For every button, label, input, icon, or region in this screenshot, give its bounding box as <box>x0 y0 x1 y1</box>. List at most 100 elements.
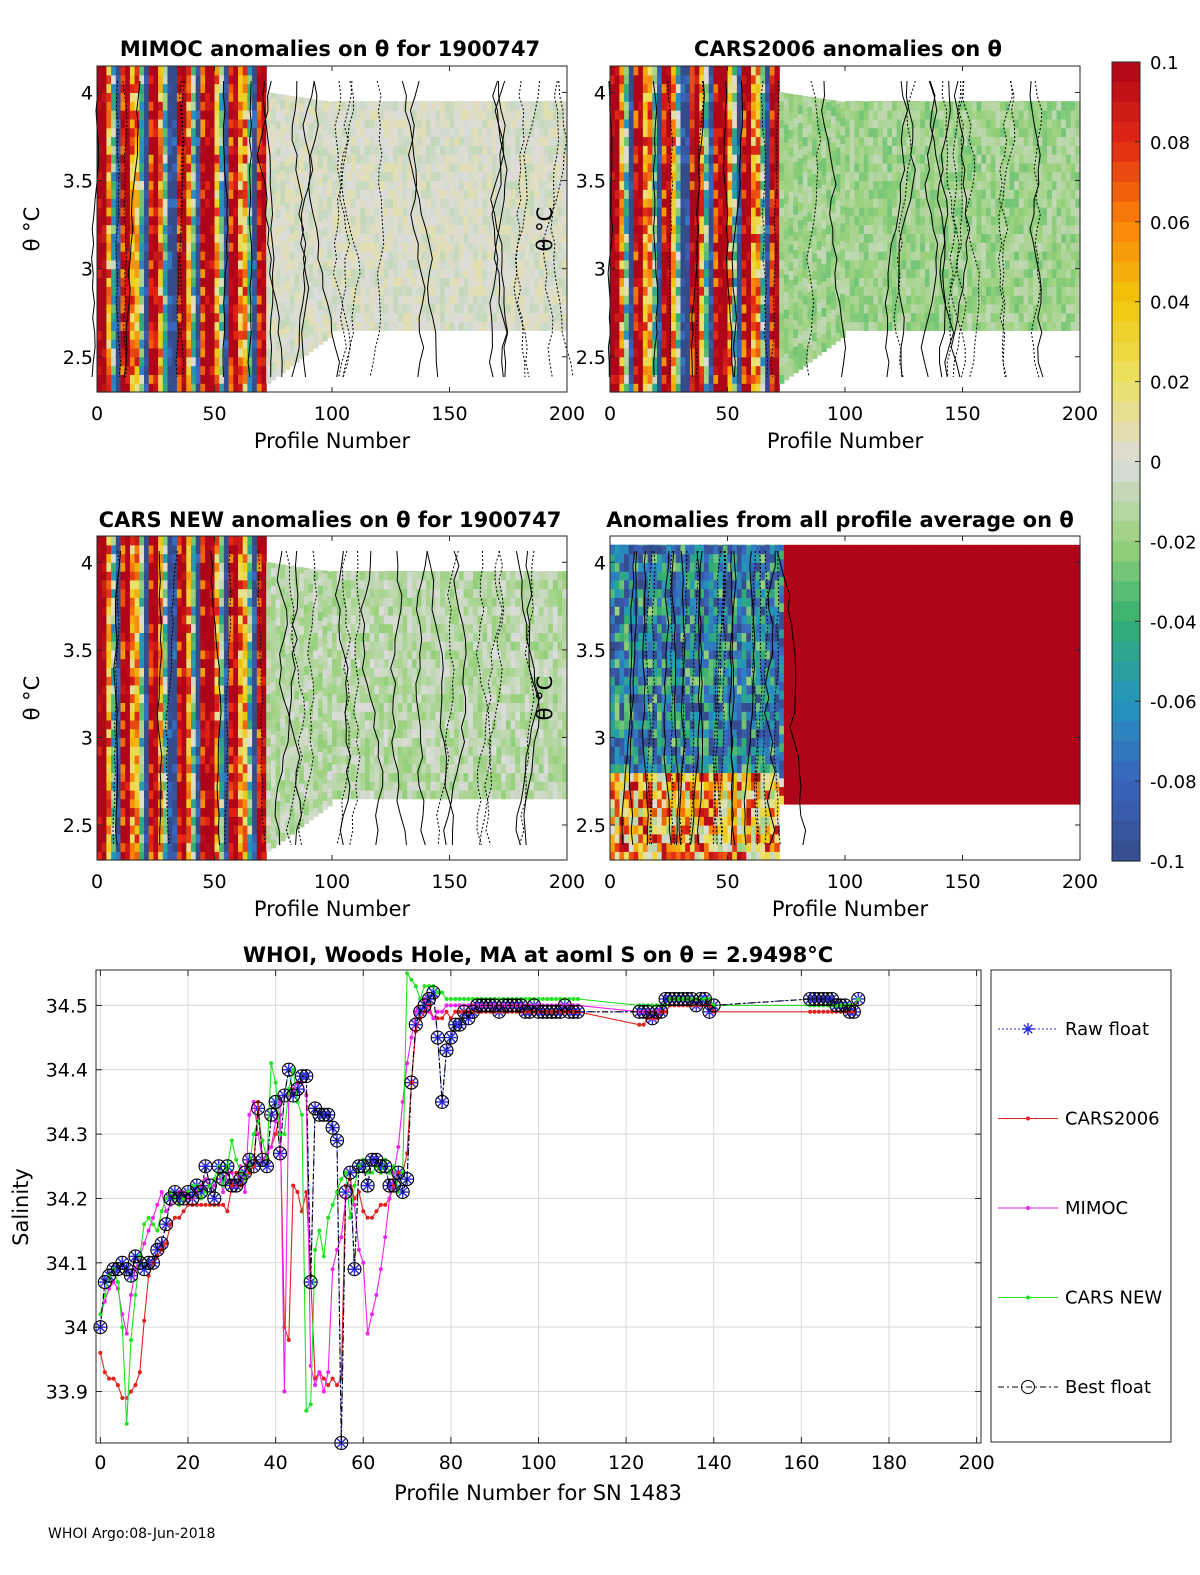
heatmap-cell <box>252 118 258 129</box>
contour-line <box>408 80 439 378</box>
heatmap-cell <box>148 383 154 393</box>
heatmap-cell <box>134 251 140 261</box>
heatmap-cell <box>557 110 563 120</box>
heatmap-cell <box>642 383 649 393</box>
heatmap-cell <box>774 268 780 278</box>
heatmap-cell <box>666 365 672 375</box>
heatmap-cell <box>812 129 818 139</box>
heatmap-cell <box>369 286 375 296</box>
heatmap-cell <box>115 365 122 375</box>
heatmap-cell <box>732 259 738 270</box>
heatmap-cell <box>205 189 211 199</box>
heatmap-cell <box>751 347 757 358</box>
heatmap-cell <box>397 251 404 261</box>
heatmap-cell <box>562 101 568 102</box>
heatmap-cell <box>657 321 663 331</box>
heatmap-cell <box>699 145 705 155</box>
heatmap-cell <box>214 383 220 393</box>
heatmap-cell <box>473 321 479 331</box>
heatmap-cell <box>379 268 385 278</box>
heatmap-cell <box>704 83 710 93</box>
heatmap-cell <box>115 268 122 278</box>
heatmap-cell <box>186 127 192 138</box>
heatmap-cell <box>680 356 686 367</box>
heatmap-cell <box>101 259 107 270</box>
heatmap-cell <box>769 83 776 93</box>
heatmap-cell <box>97 259 103 270</box>
heatmap-cell <box>214 154 220 164</box>
heatmap-cell <box>505 118 512 129</box>
heatmap-cell <box>158 277 164 287</box>
heatmap-cell <box>534 180 540 190</box>
heatmap-cell <box>515 312 521 323</box>
heatmap-cell <box>186 286 192 296</box>
heatmap-cell <box>383 303 389 314</box>
heatmap-cell <box>496 154 502 164</box>
heatmap-cell <box>261 339 267 349</box>
heatmap-cell <box>369 242 375 252</box>
heatmap-cell <box>802 233 808 243</box>
heatmap-cell <box>689 251 696 261</box>
heatmap-cell <box>256 242 263 252</box>
heatmap-cell <box>242 356 248 367</box>
heatmap-cell <box>722 259 729 270</box>
heatmap-cell <box>765 383 771 393</box>
heatmap-cell <box>426 215 432 226</box>
heatmap-cell <box>628 198 635 208</box>
heatmap-cell <box>167 339 173 349</box>
heatmap-cell <box>454 286 460 296</box>
heatmap-cell <box>807 150 813 160</box>
heatmap-cell <box>350 189 357 199</box>
heatmap-cell <box>125 154 131 164</box>
heatmap-cell <box>501 215 507 226</box>
heatmap-cell <box>383 101 389 102</box>
heatmap-cell <box>270 362 277 372</box>
heatmap-cell <box>713 207 719 217</box>
heatmap-cell <box>661 136 667 146</box>
heatmap-cell <box>139 162 145 173</box>
heatmap-cell <box>529 277 535 287</box>
heatmap-cell <box>807 247 813 257</box>
heatmap-cell <box>614 356 620 367</box>
heatmap-cell <box>336 303 342 314</box>
heatmap-cell <box>332 259 338 270</box>
heatmap-cell <box>736 92 743 102</box>
heatmap-cell <box>671 277 677 287</box>
heatmap-cell <box>120 189 126 199</box>
heatmap-cell <box>713 339 719 349</box>
heatmap-cell <box>261 127 267 138</box>
heatmap-cell <box>440 268 446 278</box>
heatmap-cell <box>374 312 380 323</box>
heatmap-cell <box>788 93 794 95</box>
heatmap-cell <box>374 251 380 261</box>
heatmap-cell <box>411 321 418 331</box>
heatmap-cell <box>242 251 248 261</box>
heatmap-cell <box>610 374 616 384</box>
heatmap-cell <box>435 303 441 314</box>
heatmap-cell <box>510 207 516 217</box>
heatmap-cell <box>176 136 183 146</box>
heatmap-cell <box>176 242 183 252</box>
heatmap-cell <box>270 282 277 293</box>
heatmap-cell <box>195 215 201 226</box>
heatmap-cell <box>440 189 446 199</box>
heatmap-cell <box>642 339 649 349</box>
heatmap-cell <box>233 347 239 358</box>
heatmap-cell <box>383 154 389 164</box>
heatmap-cell <box>421 145 427 155</box>
heatmap-cell <box>741 286 747 296</box>
heatmap-cell <box>238 101 244 111</box>
heatmap-cell <box>473 171 479 182</box>
heatmap-cell <box>191 330 197 340</box>
heatmap-cell <box>191 224 197 234</box>
heatmap-cell <box>458 215 465 226</box>
heatmap-cell <box>816 161 823 171</box>
heatmap-cell <box>162 339 169 349</box>
heatmap-cell <box>440 162 446 173</box>
heatmap-cell <box>322 252 328 263</box>
heatmap-cell <box>760 339 766 349</box>
heatmap-cell <box>111 215 117 226</box>
heatmap-cell <box>741 224 747 234</box>
heatmap-cell <box>280 196 286 206</box>
heatmap-cell <box>261 356 267 367</box>
